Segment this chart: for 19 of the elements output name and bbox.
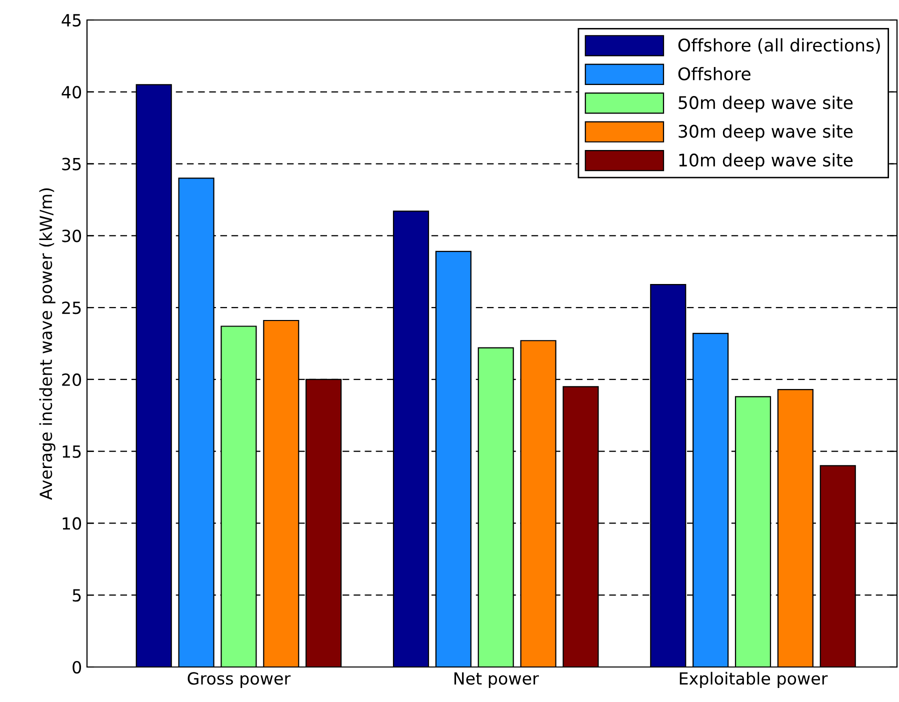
- legend-label: 50m deep wave site: [678, 96, 853, 112]
- x-tick-label: Net power: [454, 672, 539, 688]
- y-tick-label: 30: [62, 230, 82, 242]
- y-tick-label: 15: [62, 446, 81, 458]
- legend-label: 10m deep wave site: [679, 153, 853, 170]
- legend-label: Offshore (all directions): [678, 38, 880, 54]
- y-axis-title: Average incident wave power (kW/m): [39, 188, 56, 500]
- y-tick-label: 0: [72, 660, 82, 674]
- legend-label: 30m deep wave site: [678, 124, 853, 142]
- y-tick-label: 40: [62, 86, 82, 98]
- y-tick-label: 20: [62, 373, 82, 386]
- y-tick-label: 45: [62, 14, 81, 27]
- x-tick-label: Gross power: [188, 672, 291, 688]
- legend-label: Offshore: [678, 66, 750, 80]
- y-tick-label: 10: [62, 517, 82, 530]
- y-tick-label: 25: [62, 302, 81, 314]
- x-tick-label: Exploitable power: [680, 672, 828, 688]
- y-tick-label: 5: [72, 589, 81, 602]
- y-tick-label: 35: [62, 158, 81, 170]
